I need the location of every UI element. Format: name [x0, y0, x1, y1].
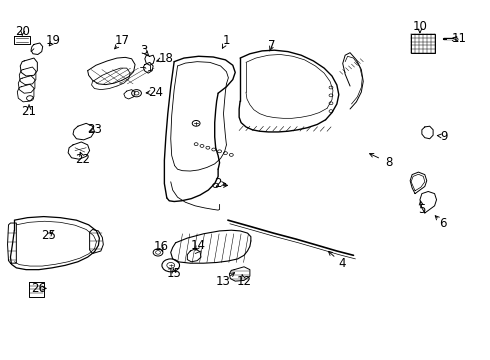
Text: 25: 25 — [41, 229, 56, 242]
Text: 1: 1 — [222, 34, 230, 48]
Text: 15: 15 — [167, 267, 182, 280]
Text: 9: 9 — [441, 130, 448, 143]
Text: 12: 12 — [237, 275, 251, 288]
Text: 3: 3 — [140, 44, 147, 57]
Text: 18: 18 — [158, 51, 173, 64]
Text: 26: 26 — [31, 282, 47, 295]
Text: 17: 17 — [114, 34, 129, 48]
Text: 23: 23 — [87, 122, 102, 136]
Text: 19: 19 — [46, 34, 61, 48]
Text: 4: 4 — [338, 257, 345, 270]
Text: 10: 10 — [413, 20, 427, 33]
Text: 21: 21 — [22, 105, 37, 118]
Text: 6: 6 — [439, 217, 447, 230]
Text: 22: 22 — [75, 153, 90, 166]
Text: 5: 5 — [418, 203, 425, 216]
Text: 2: 2 — [215, 177, 222, 190]
Text: 14: 14 — [191, 239, 206, 252]
Text: 16: 16 — [153, 240, 169, 253]
Text: 7: 7 — [268, 39, 275, 52]
Bar — [411, 34, 435, 53]
Text: 8: 8 — [386, 156, 393, 169]
Text: 13: 13 — [216, 275, 230, 288]
Text: 24: 24 — [148, 86, 164, 99]
Text: 11: 11 — [451, 32, 466, 45]
Text: 20: 20 — [15, 25, 30, 38]
